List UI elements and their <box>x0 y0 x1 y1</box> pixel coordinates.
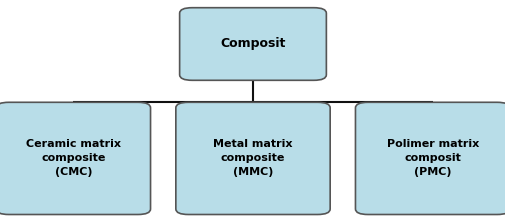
FancyBboxPatch shape <box>0 102 150 214</box>
Text: Ceramic matrix
composite
(CMC): Ceramic matrix composite (CMC) <box>26 139 121 177</box>
Text: Composit: Composit <box>220 37 285 51</box>
Text: Metal matrix
composite
(MMC): Metal matrix composite (MMC) <box>213 139 292 177</box>
Text: Polimer matrix
composit
(PMC): Polimer matrix composit (PMC) <box>386 139 478 177</box>
FancyBboxPatch shape <box>179 8 326 80</box>
FancyBboxPatch shape <box>176 102 330 214</box>
FancyBboxPatch shape <box>355 102 505 214</box>
